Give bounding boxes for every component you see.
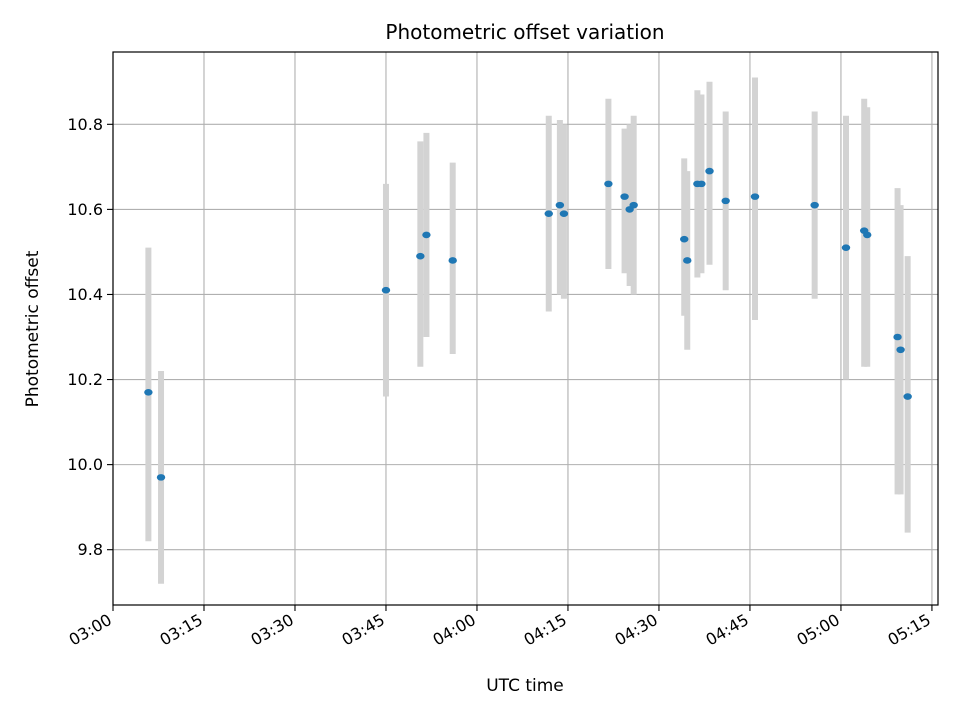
data-point — [841, 244, 851, 251]
data-point — [680, 235, 689, 243]
chart-title: Photometric offset variation — [385, 20, 664, 44]
data-point — [544, 210, 553, 217]
data-point — [697, 180, 706, 188]
data-point — [555, 201, 565, 209]
data-point — [156, 474, 166, 481]
data-point — [559, 210, 569, 217]
data-point — [620, 193, 629, 200]
y-tick-label: 9.8 — [78, 540, 103, 559]
data-point — [721, 197, 730, 205]
data-point — [144, 389, 153, 396]
y-axis-ticks: 9.8 10.0 10.2 10.4 10.6 10.8 — [67, 115, 113, 559]
data-point — [629, 201, 638, 209]
plot-frame — [112, 51, 939, 606]
x-axis-label: UTC time — [486, 676, 564, 696]
data-point — [893, 333, 902, 341]
data-point — [448, 257, 457, 264]
y-axis-label: Photometric offset — [23, 250, 43, 407]
y-tick-label: 10.6 — [67, 200, 103, 219]
data-point — [810, 201, 819, 209]
data-point — [422, 231, 431, 239]
grid — [112, 52, 938, 605]
y-tick-label: 10.0 — [67, 455, 103, 474]
y-tick-label: 10.8 — [67, 115, 103, 134]
data-point — [416, 252, 425, 260]
y-tick-label: 10.4 — [67, 285, 103, 304]
data-points — [144, 167, 912, 481]
data-point — [381, 286, 391, 294]
data-point — [903, 393, 912, 400]
data-point — [750, 193, 760, 200]
data-point — [863, 231, 872, 239]
data-point — [683, 257, 692, 264]
y-tick-label: 10.2 — [67, 370, 103, 389]
data-point — [705, 167, 714, 175]
data-point — [896, 346, 905, 354]
data-point — [604, 180, 613, 188]
